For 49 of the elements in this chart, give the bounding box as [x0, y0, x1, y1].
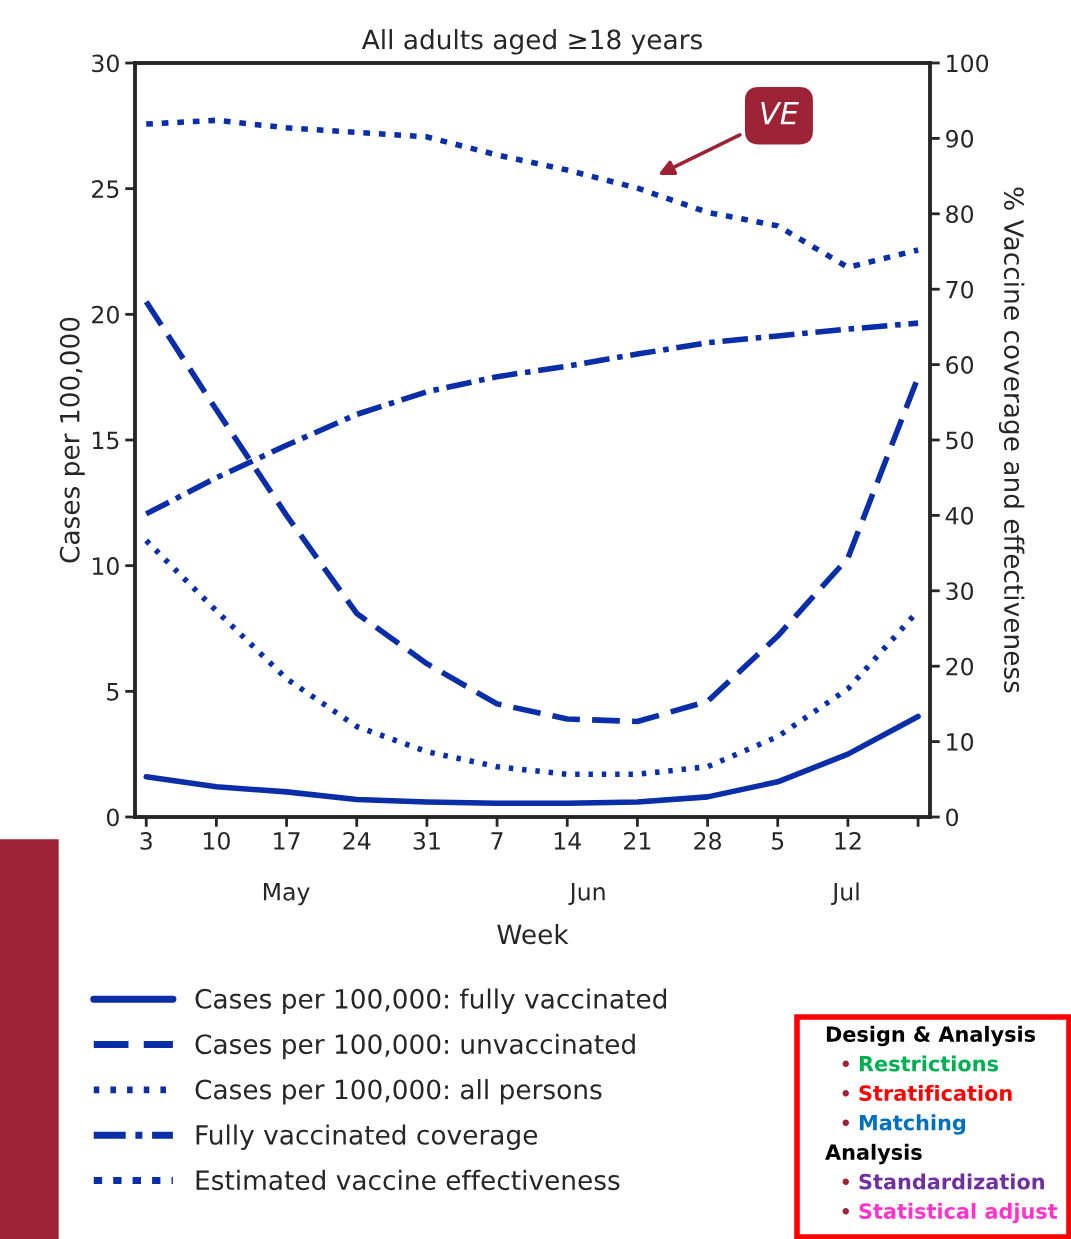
y2-tick-label: 70: [946, 280, 974, 299]
x-tick-label: 21: [624, 832, 651, 850]
y2-tick-label: 30: [946, 582, 974, 601]
text: Jun: [568, 883, 605, 906]
y2-tick-label: 90: [946, 129, 974, 148]
text: • Standardization: [842, 1173, 1044, 1190]
legend-label: Cases per 100,000: fully vaccinated: [195, 988, 667, 1014]
x-tick-label: 12: [835, 832, 861, 850]
y2-tick-label: 20: [946, 657, 974, 676]
legend-label: Cases per 100,000: unvaccinated: [195, 1033, 635, 1060]
annotation: VE: [761, 101, 799, 125]
text: • Restrictions: [842, 1055, 998, 1072]
y-tick-label: 5: [107, 683, 119, 701]
x-tick-label: 24: [343, 832, 371, 850]
y2-tick-label: 60: [946, 356, 974, 374]
legend-label: Cases per 100,000: all persons: [195, 1079, 602, 1105]
x-tick-label: 31: [413, 832, 440, 850]
x-tick-label: 17: [274, 832, 300, 850]
x-axis-title: Week: [497, 923, 569, 945]
x-tick-label: 3: [140, 832, 152, 850]
x-tick-label: 7: [491, 832, 503, 850]
text: • Statistical adjust: [842, 1202, 1058, 1224]
x-tick-label: 5: [772, 832, 784, 850]
y2-tick-label: 100: [947, 54, 989, 73]
x-tick-label: 14: [554, 832, 581, 850]
y2-tick-label: 0: [946, 808, 959, 827]
text: • Matching: [842, 1114, 966, 1135]
y-tick-label: 10: [92, 557, 119, 575]
y2-tick-label: 80: [946, 205, 974, 224]
legend-label: Fully vaccinated coverage: [196, 1124, 538, 1150]
chart-title: All adults aged ≥18 years: [361, 29, 702, 55]
y2-axis-title: % Vaccine coverage and effectiveness: [998, 187, 1025, 693]
y2-tick-label: 40: [945, 506, 974, 525]
x-tick-label: 28: [694, 832, 721, 850]
y-tick-label: 15: [92, 431, 119, 450]
x-tick-label: 10: [203, 832, 230, 850]
y-tick-label: 20: [92, 305, 119, 324]
y2-tick-label: 50: [946, 431, 974, 450]
y-tick-label: 25: [92, 180, 119, 198]
y-tick-label: 0: [106, 808, 119, 827]
text: Analysis: [825, 1143, 922, 1165]
text: Jul: [831, 882, 859, 906]
legend-label: Estimated vaccine effectiveness: [196, 1169, 620, 1191]
text: Design & Analysis: [826, 1025, 1036, 1047]
y-axis-title: Cases per 100,000: [59, 317, 85, 563]
text: • Stratification: [842, 1084, 1012, 1102]
y2-tick-label: 10: [947, 733, 974, 751]
text: May: [263, 883, 310, 906]
y-tick-label: 30: [92, 54, 119, 73]
